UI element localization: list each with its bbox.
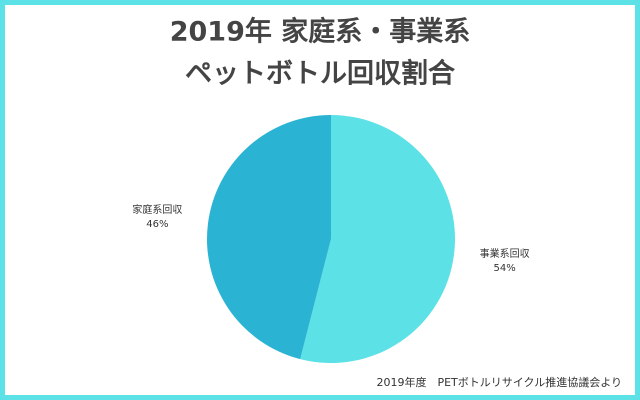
- slice-label: 家庭系回収: [132, 203, 182, 216]
- pie-slice: [300, 115, 456, 363]
- value-label: 54%: [494, 263, 516, 274]
- slice-label: 事業系回収: [480, 247, 530, 260]
- pie-slice: [207, 114, 331, 360]
- chart-title: ペットボトル回収割合: [185, 58, 455, 90]
- source-note: 2019年度 PETボトルリサイクル推進協議会より: [376, 375, 622, 389]
- value-label: 46%: [146, 219, 168, 230]
- chart-title: 2019年 家庭系・事業系: [170, 16, 471, 48]
